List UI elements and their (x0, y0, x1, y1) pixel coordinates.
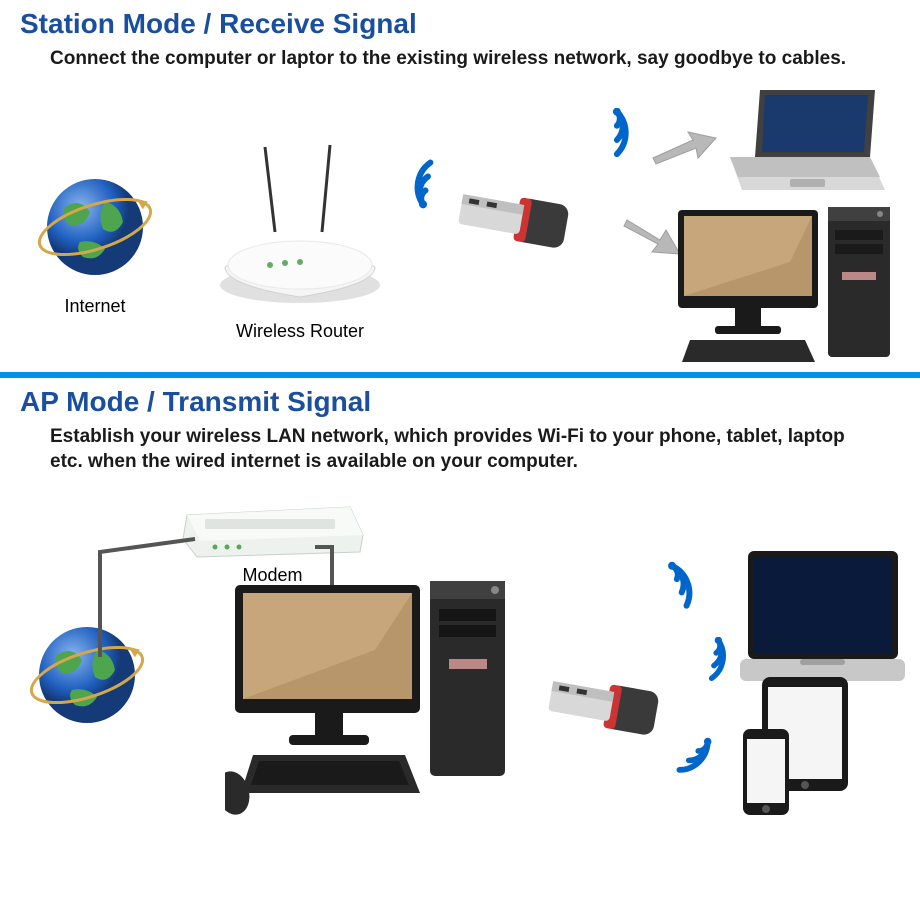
wireless-router-icon: Wireless Router (205, 137, 395, 342)
desktop-icon (670, 202, 900, 377)
internet-label: Internet (25, 296, 165, 317)
wifi-icon (668, 733, 720, 785)
section2-desc: Establish your wireless LAN network, whi… (0, 424, 920, 485)
wifi-icon (592, 108, 647, 163)
desktop-icon (225, 575, 515, 820)
section1-desc: Connect the computer or laptor to the ex… (0, 46, 920, 82)
wifi-icon (692, 637, 742, 687)
section1-title: Station Mode / Receive Signal (0, 0, 920, 46)
arrow-icon (648, 128, 718, 168)
usb-adapter-icon (445, 170, 580, 270)
wifi-icon (655, 560, 710, 615)
modem-icon: Modem (175, 497, 370, 586)
laptop-large-icon (740, 545, 905, 695)
internet-globe-icon: Internet (25, 167, 165, 317)
section1-diagram: Internet Wireless Router (0, 82, 920, 372)
laptop-icon (720, 82, 895, 207)
internet-globe-icon (22, 615, 152, 740)
ap-mode-section: AP Mode / Transmit Signal Establish your… (0, 378, 920, 825)
section2-title: AP Mode / Transmit Signal (0, 378, 920, 424)
section2-diagram: Modem (0, 485, 920, 825)
router-label: Wireless Router (205, 321, 395, 342)
phone-icon (740, 727, 792, 824)
station-mode-section: Station Mode / Receive Signal Connect th… (0, 0, 920, 372)
usb-adapter-icon (535, 657, 670, 757)
